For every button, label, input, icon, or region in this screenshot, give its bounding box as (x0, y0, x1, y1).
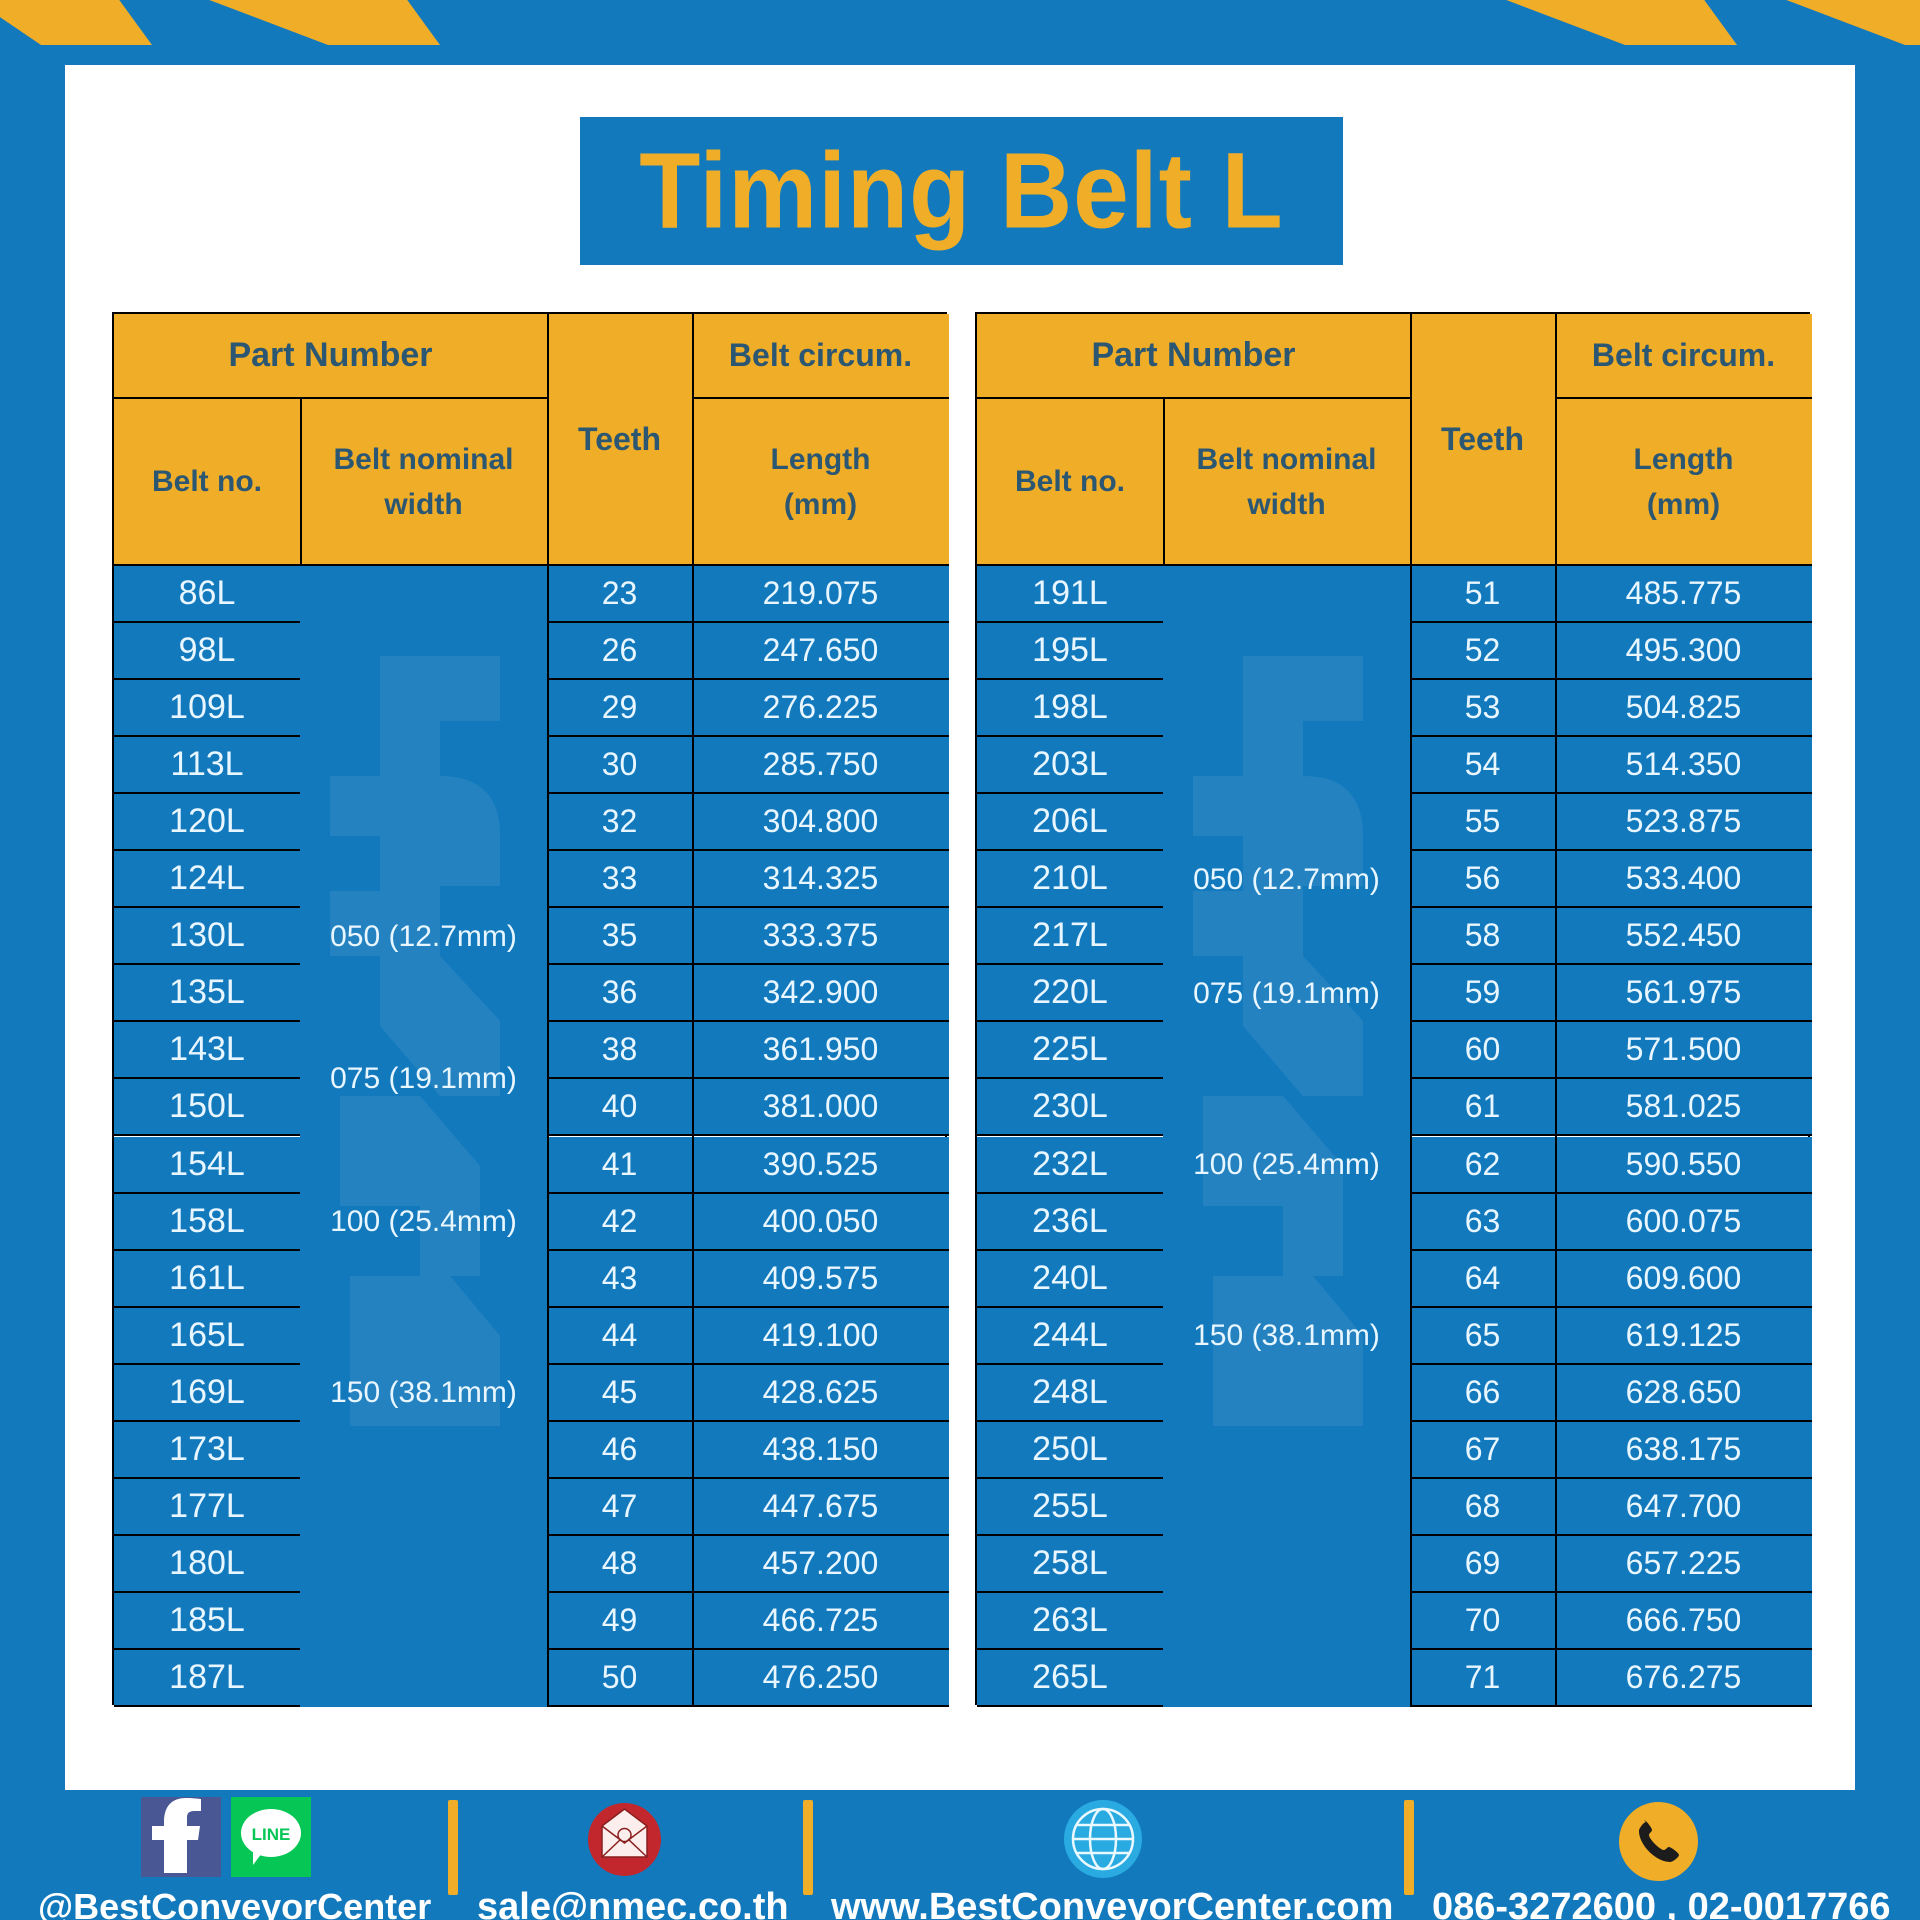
svg-text:LINE: LINE (252, 1825, 291, 1844)
